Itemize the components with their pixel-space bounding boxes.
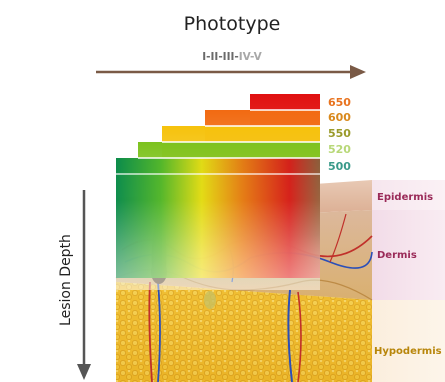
layer-epidermis: Epidermis xyxy=(377,192,433,203)
lesion-depth-arrow xyxy=(77,190,91,380)
phototype-v: V xyxy=(254,51,263,63)
lesion-depth-label: Lesion Depth xyxy=(58,234,74,326)
laser-beams xyxy=(116,94,320,290)
phototype-iii: III xyxy=(223,51,235,63)
layer-dermis: Dermis xyxy=(377,250,417,261)
phototype-scale: I-II-III-IV-V xyxy=(202,51,262,63)
layer-labels: Epidermis Dermis Hypodermis xyxy=(374,192,442,357)
dermis-band xyxy=(372,210,445,300)
phototype-title: Phototype xyxy=(184,13,281,35)
phototype-arrow xyxy=(96,65,366,79)
layer-hypodermis: Hypodermis xyxy=(374,346,442,357)
hypodermis-band xyxy=(372,300,445,382)
wavelength-500: 500 xyxy=(328,160,351,173)
phototype-iv: IV xyxy=(239,51,252,63)
wavelength-520: 520 xyxy=(328,143,351,156)
phototype-ii: II xyxy=(210,51,218,63)
epidermis-band xyxy=(372,180,445,210)
wavelength-600: 600 xyxy=(328,111,351,124)
wavelength-650: 650 xyxy=(328,96,351,109)
wavelength-550: 550 xyxy=(328,127,351,140)
phototype-i: I xyxy=(202,51,206,63)
wavelength-labels: 650 600 550 520 500 xyxy=(328,96,351,173)
